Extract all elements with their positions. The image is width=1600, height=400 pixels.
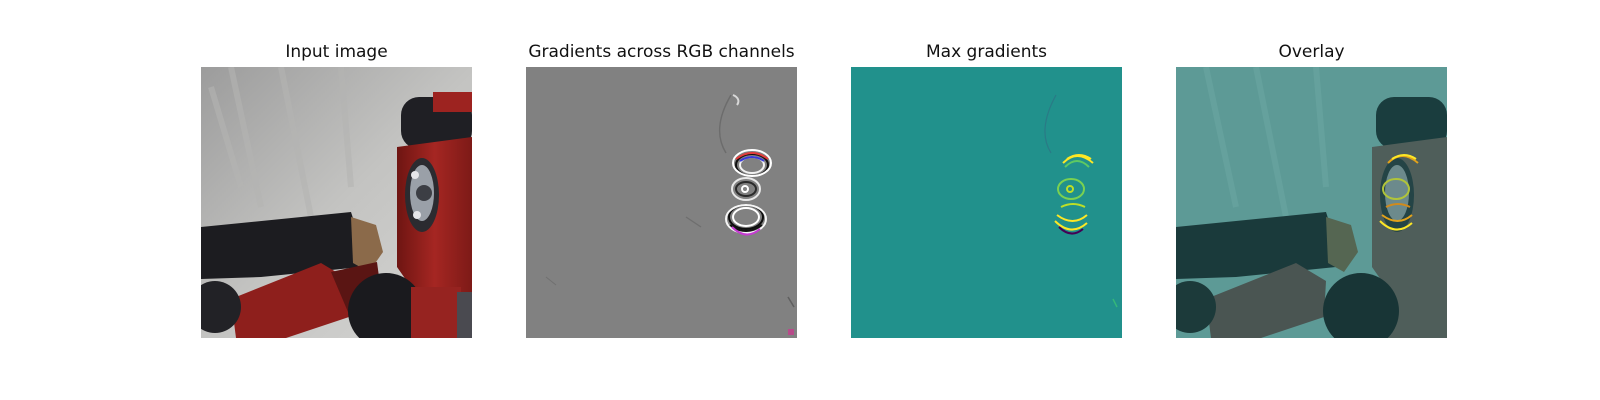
rgb-gradient-map <box>526 67 797 338</box>
panel-rgb-gradients: Gradients across RGB channels <box>526 0 797 400</box>
panel-input-image: Input image <box>201 0 472 400</box>
panel-title: Input image <box>285 42 388 62</box>
panel-max-gradients: Max gradients <box>851 0 1122 400</box>
panel-overlay: Overlay <box>1176 0 1447 400</box>
overlay-image <box>1176 67 1447 338</box>
panel-title: Gradients across RGB channels <box>528 42 795 62</box>
input-image <box>201 67 472 338</box>
max-gradient-map <box>851 67 1122 338</box>
panel-title: Max gradients <box>925 42 1048 62</box>
panel-title: Overlay <box>1278 42 1345 62</box>
